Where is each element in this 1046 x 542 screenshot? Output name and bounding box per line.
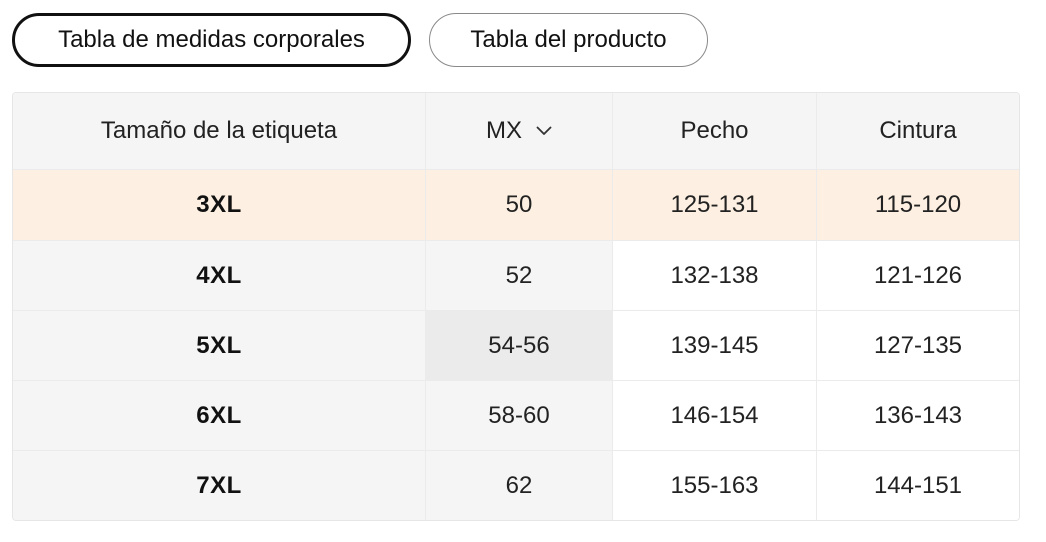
cell-size: 7XL: [13, 451, 425, 520]
region-selector[interactable]: MX: [425, 93, 612, 169]
region-selector-label: MX: [486, 117, 522, 144]
table-row[interactable]: 7XL 62 155-163 144-151: [13, 450, 1019, 520]
size-table: Tamaño de la etiqueta MX Pecho Cintura 3…: [12, 92, 1020, 521]
cell-chest: 125-131: [612, 170, 816, 240]
cell-mx: 62: [425, 451, 612, 520]
cell-waist: 136-143: [816, 381, 1019, 450]
cell-size: 6XL: [13, 381, 425, 450]
cell-chest: 139-145: [612, 311, 816, 380]
cell-mx: 50: [425, 170, 612, 240]
cell-chest: 146-154: [612, 381, 816, 450]
cell-waist: 144-151: [816, 451, 1019, 520]
table-row[interactable]: 4XL 52 132-138 121-126: [13, 240, 1019, 310]
table-header-row: Tamaño de la etiqueta MX Pecho Cintura: [13, 93, 1019, 169]
header-size-label: Tamaño de la etiqueta: [100, 117, 338, 144]
table-row[interactable]: 5XL 54-56 139-145 127-135: [13, 310, 1019, 380]
cell-size: 4XL: [13, 241, 425, 310]
header-chest: Pecho: [612, 93, 816, 169]
table-row[interactable]: 3XL 50 125-131 115-120: [13, 169, 1019, 240]
cell-mx: 52: [425, 241, 612, 310]
cell-waist: 115-120: [816, 170, 1019, 240]
cell-size: 5XL: [13, 311, 425, 380]
cell-waist: 121-126: [816, 241, 1019, 310]
cell-waist: 127-135: [816, 311, 1019, 380]
cell-chest: 132-138: [612, 241, 816, 310]
tab-body-measurements[interactable]: Tabla de medidas corporales: [12, 13, 411, 67]
chart-tabs: Tabla de medidas corporales Tabla del pr…: [12, 13, 708, 67]
cell-chest: 155-163: [612, 451, 816, 520]
table-row[interactable]: 6XL 58-60 146-154 136-143: [13, 380, 1019, 450]
chevron-down-icon: [536, 126, 552, 136]
tab-product-measurements[interactable]: Tabla del producto: [429, 13, 708, 67]
cell-mx: 58-60: [425, 381, 612, 450]
cell-mx: 54-56: [425, 311, 612, 380]
cell-size: 3XL: [13, 170, 425, 240]
header-waist: Cintura: [816, 93, 1019, 169]
